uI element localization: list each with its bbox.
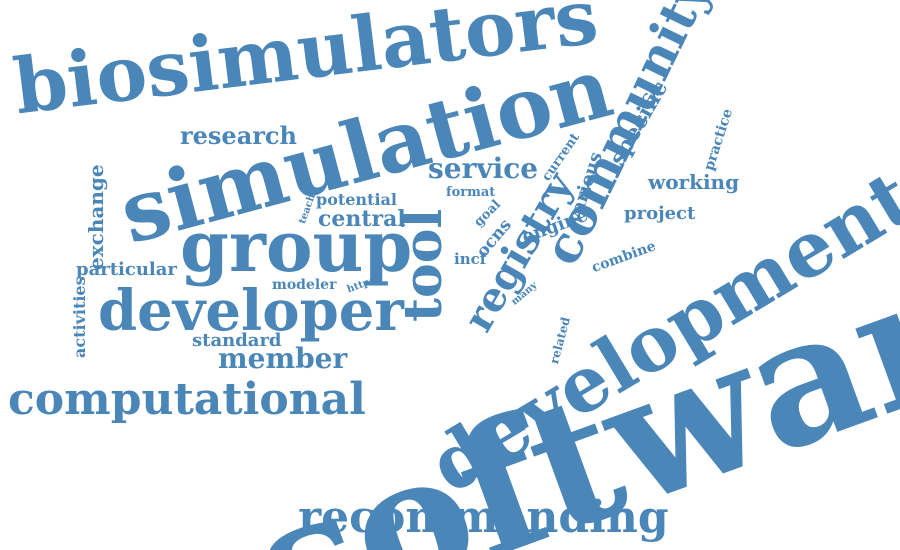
- word-research: research: [180, 121, 297, 150]
- word-format: format: [446, 185, 496, 200]
- word-potential: potential: [316, 190, 397, 209]
- word-central: central: [318, 206, 406, 232]
- word-recommending: recommending: [298, 492, 669, 543]
- word-practice: practice: [701, 106, 737, 173]
- word-standard: standard: [192, 330, 282, 351]
- word-computational: computational: [8, 374, 366, 425]
- word-project: project: [624, 203, 696, 224]
- word-developer: developer: [98, 278, 404, 344]
- word-modeler: modeler: [272, 277, 337, 293]
- word-exchange: exchange: [84, 164, 108, 270]
- word-incf: incf: [454, 250, 487, 268]
- word-service: service: [428, 152, 539, 185]
- word-member: member: [218, 342, 348, 375]
- word-group: group: [180, 205, 413, 288]
- word-working: working: [648, 170, 740, 194]
- word-particular: particular: [76, 259, 177, 280]
- word-combine: combine: [589, 238, 658, 277]
- word-activities: activities: [70, 276, 89, 358]
- word-tool: tool: [393, 208, 454, 322]
